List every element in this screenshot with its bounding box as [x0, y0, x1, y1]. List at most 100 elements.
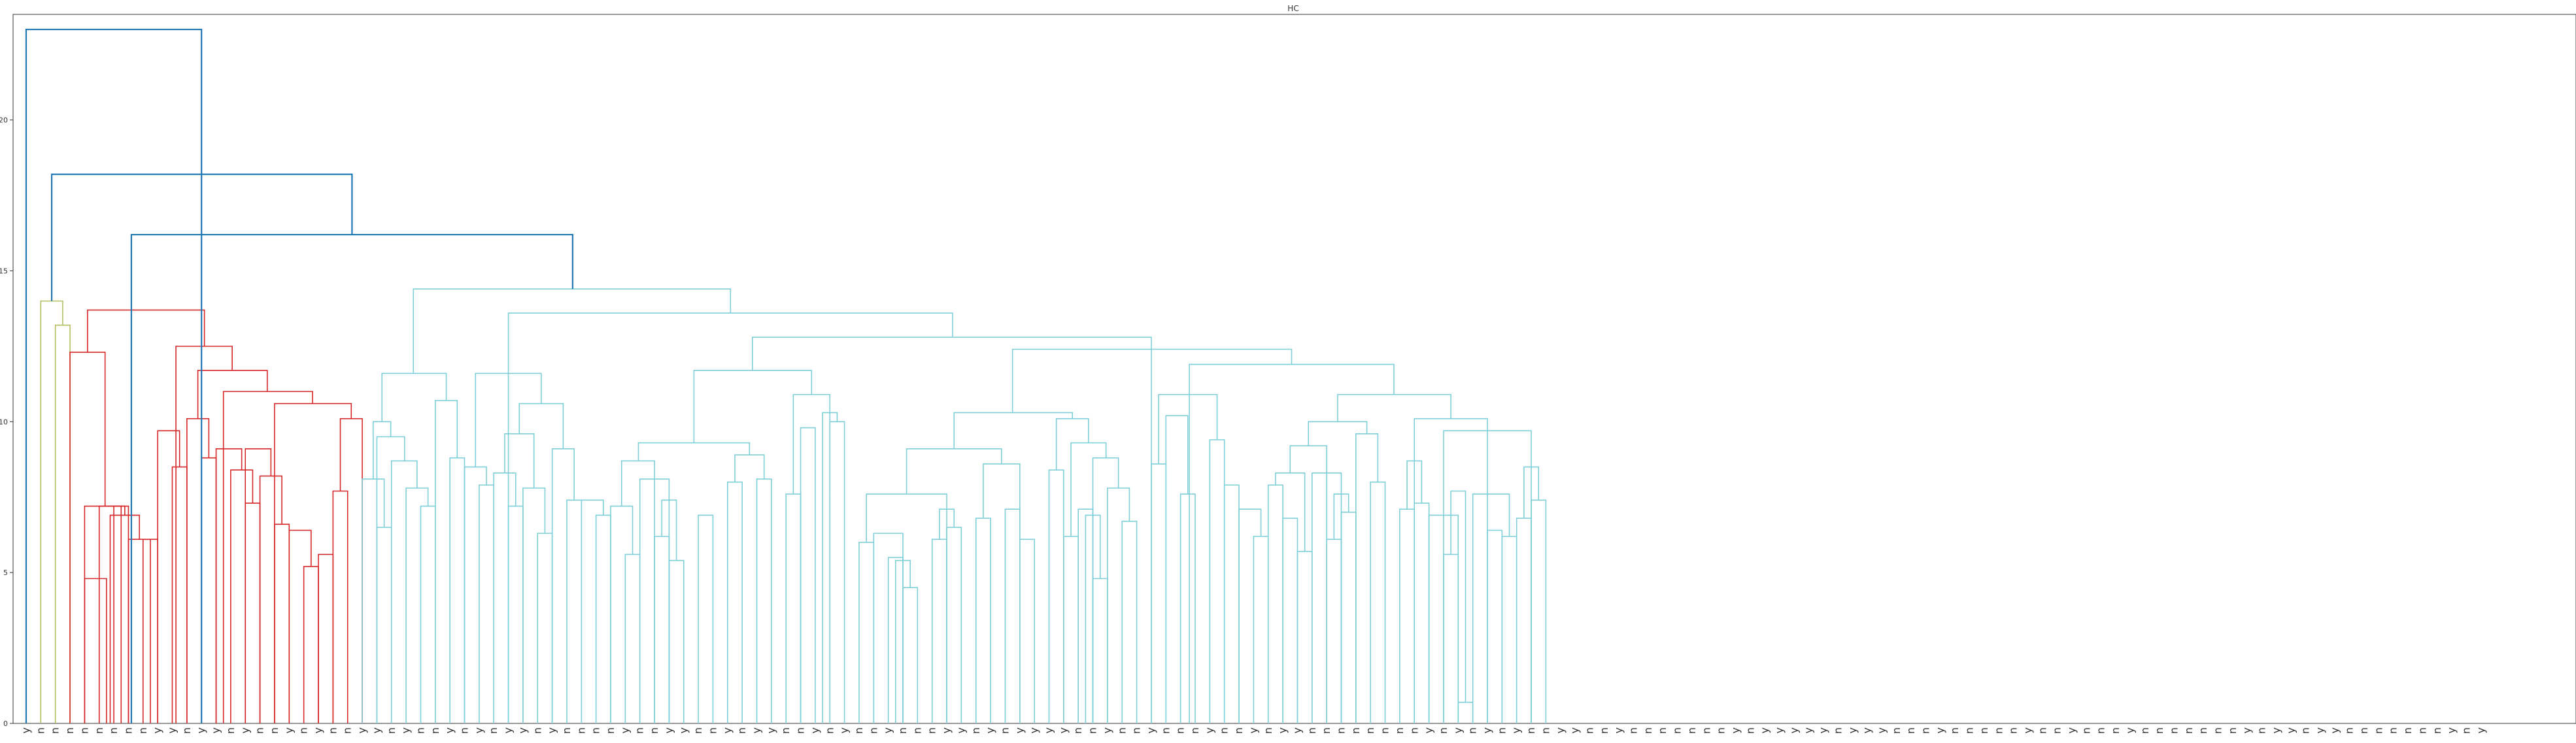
leaf-label: y	[1612, 727, 1625, 733]
dendrogram-link	[420, 505, 436, 723]
leaf-label: y	[1451, 727, 1464, 733]
leaf-label: y	[1934, 727, 1946, 733]
leaf-label: n	[34, 727, 46, 734]
dendrogram-link	[654, 535, 670, 723]
dendrogram-link	[1151, 463, 1167, 723]
leaf-label: y	[1568, 727, 1581, 733]
leaf-label: y	[1013, 727, 1026, 733]
dendrogram-link	[756, 478, 772, 723]
dendrogram-link	[373, 421, 392, 480]
leaf-label: n	[107, 727, 120, 734]
leaf-label: n	[1379, 727, 1391, 734]
leaf-label: n	[2197, 727, 2209, 734]
dendrogram-link	[1179, 493, 1196, 723]
leaf-label: y	[1203, 727, 1215, 733]
y-tick-label: 10	[0, 418, 8, 426]
leaf-label: y	[151, 727, 163, 733]
dendrogram-link	[318, 553, 334, 723]
leaf-label: n	[2007, 727, 2020, 734]
leaf-label: y	[1788, 727, 1800, 733]
dendrogram-link	[1253, 535, 1269, 723]
dendrogram-link	[637, 442, 751, 461]
leaf-label: n	[970, 727, 982, 734]
dendrogram-link	[186, 418, 210, 723]
leaf-label: n	[2080, 727, 2092, 734]
dendrogram-link	[1289, 445, 1327, 723]
dendrogram-link	[829, 421, 845, 723]
dendrogram-link	[1472, 493, 1510, 723]
dendrogram-link	[873, 533, 904, 723]
leaf-label: y	[1145, 727, 1157, 733]
leaf-label: n	[2343, 727, 2356, 734]
leaf-label: n	[1262, 727, 1274, 734]
leaf-label: n	[1905, 727, 1917, 734]
leaf-label: n	[429, 727, 441, 734]
dendrogram-link	[975, 518, 991, 723]
dendrogram-link	[566, 499, 583, 723]
leaf-label: y	[1247, 727, 1259, 733]
leaf-label: n	[122, 727, 134, 734]
leaf-label: n	[326, 727, 339, 734]
dendrogram-link	[25, 28, 203, 723]
leaf-label: n	[1335, 727, 1347, 734]
leaf-label: y	[2445, 727, 2458, 733]
dendrogram-link	[40, 300, 63, 723]
leaf-label: n	[385, 727, 398, 734]
dendrogram-link	[274, 523, 290, 723]
leaf-label: y	[1028, 727, 1040, 733]
leaf-label: y	[502, 727, 515, 733]
dendrogram-link	[522, 487, 546, 723]
dendrogram-link	[1355, 433, 1379, 723]
dendrogram-link	[1238, 508, 1262, 723]
dendrogram-link	[551, 448, 575, 723]
leaf-label: n	[2416, 727, 2428, 734]
dendrogram-link	[946, 527, 962, 723]
dendrogram-link	[87, 309, 205, 353]
y-tick-label: 15	[0, 267, 8, 275]
dendrogram-link	[449, 457, 466, 723]
leaf-label: y	[751, 727, 763, 733]
dendrogram-link	[413, 288, 732, 374]
leaf-label: y	[239, 727, 251, 733]
leaf-label: y	[1276, 727, 1289, 733]
leaf-label: n	[1320, 727, 1332, 734]
leaf-label: y	[210, 727, 222, 733]
dendrogram-link	[595, 514, 611, 723]
dendrogram-link	[362, 478, 385, 723]
leaf-label: n	[414, 727, 426, 734]
leaf-label: n	[2358, 727, 2370, 734]
y-tick-label: 20	[0, 116, 8, 125]
leaf-label: n	[1232, 727, 1245, 734]
leaf-label: n	[1700, 727, 1712, 734]
leaf-label: y	[195, 727, 207, 733]
dendrogram-link	[1107, 487, 1130, 723]
dendrogram-link	[479, 484, 494, 723]
dendrogram-link	[245, 503, 261, 723]
dendrogram-link	[464, 466, 487, 723]
leaf-label: y	[1729, 727, 1742, 733]
dendrogram-link	[1158, 393, 1218, 464]
leaf-label: n	[531, 727, 543, 734]
leaf-label: y	[2475, 727, 2487, 733]
leaf-label: n	[911, 727, 923, 734]
leaf-label: n	[2182, 727, 2195, 734]
leaf-label: n	[560, 727, 573, 734]
leaf-label: n	[2387, 727, 2399, 734]
dendrogram-link	[197, 370, 268, 419]
leaf-label: n	[1831, 727, 1844, 734]
leaf-label: y	[619, 727, 631, 733]
plot-frame	[12, 14, 2576, 724]
leaf-label: y	[1291, 727, 1303, 733]
leaf-label: y	[721, 727, 734, 733]
dendrogram-link	[84, 505, 126, 723]
dendrogram-link	[902, 587, 919, 723]
leaf-label: n	[634, 727, 646, 734]
leaf-label: y	[443, 727, 456, 733]
leaf-label: y	[1481, 727, 1493, 733]
dendrogram-link	[1189, 363, 1395, 723]
leaf-label: n	[1349, 727, 1362, 734]
leaf-label: n	[2036, 727, 2048, 734]
leaf-label: n	[1539, 727, 1551, 734]
leaf-label: y	[1423, 727, 1435, 733]
